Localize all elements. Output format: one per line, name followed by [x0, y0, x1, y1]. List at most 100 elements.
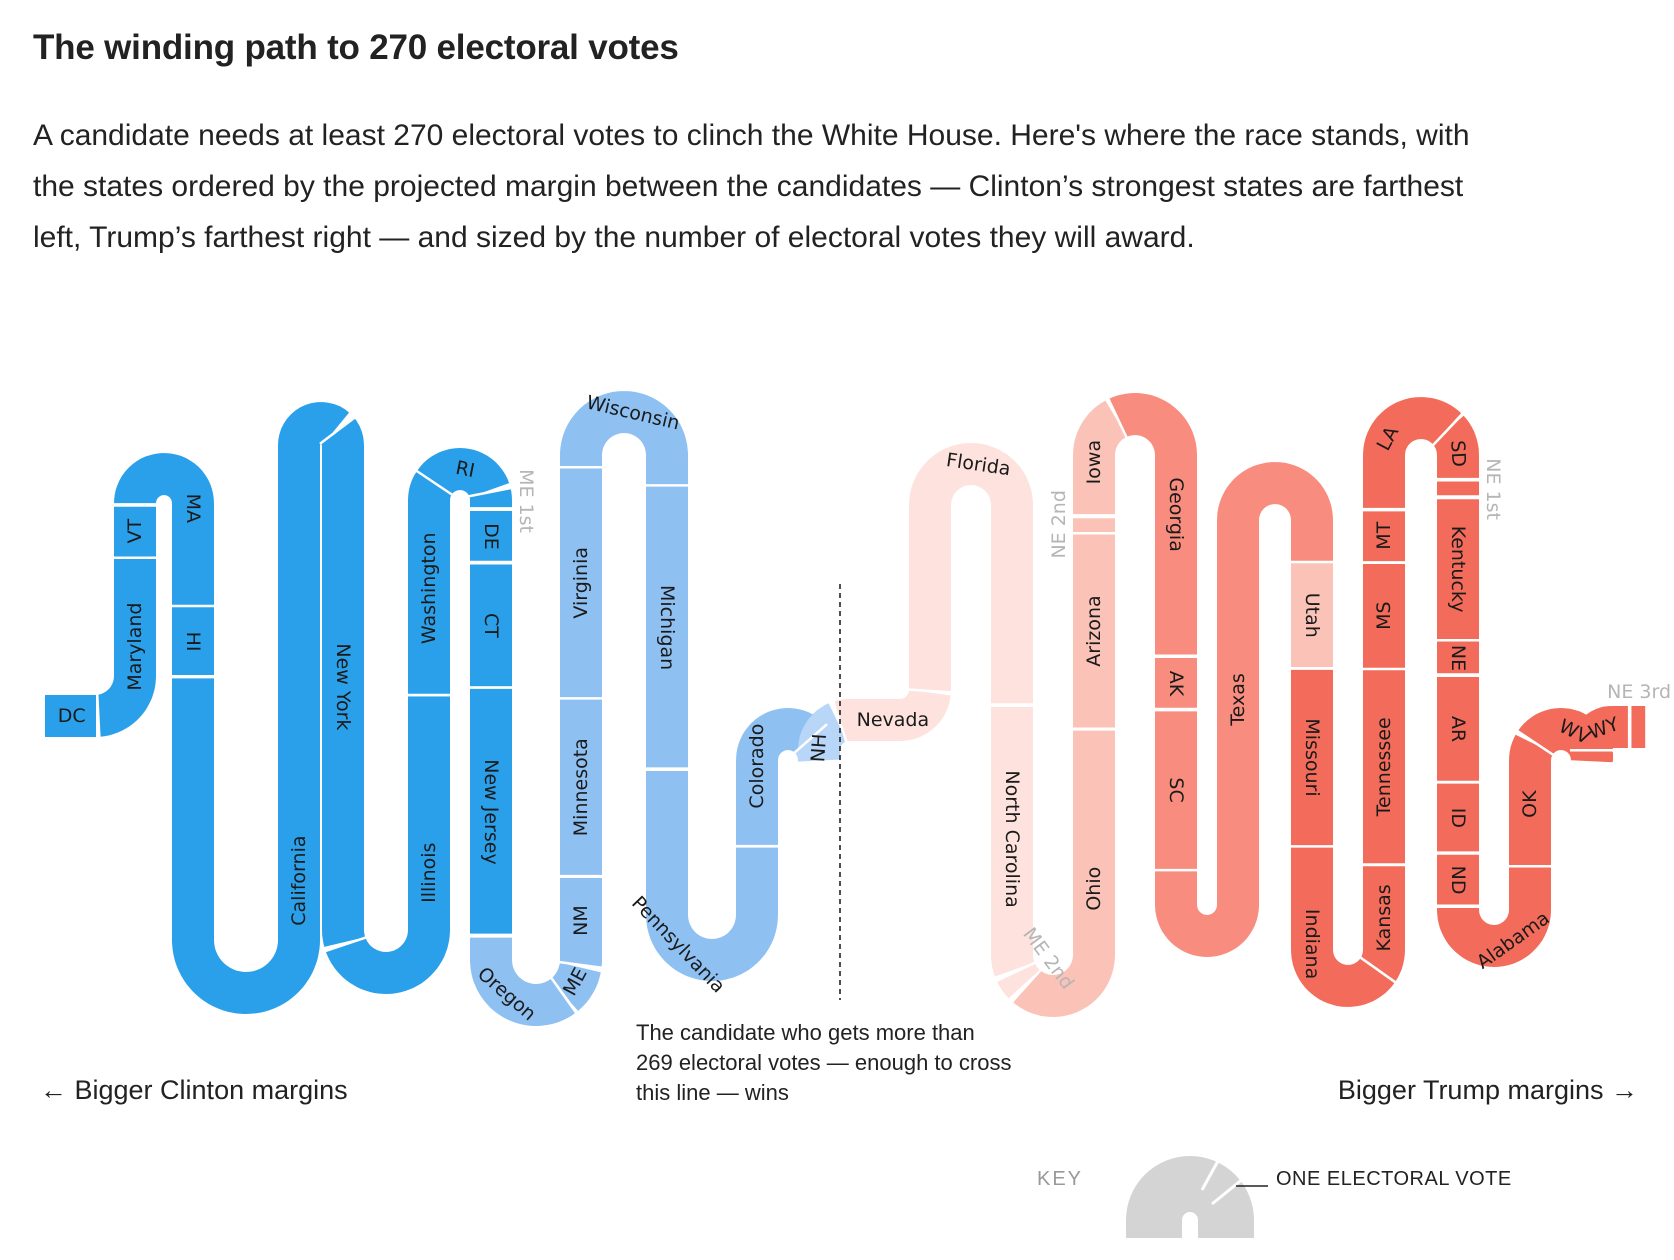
- key-title: KEY: [1037, 1168, 1084, 1190]
- threshold-note: The candidate who gets more than 269 ele…: [636, 1020, 1012, 1105]
- state-label: CT: [480, 613, 502, 638]
- state-label: New Jersey: [480, 759, 502, 864]
- state-label: Colorado: [746, 724, 768, 809]
- state-segment: [996, 962, 1040, 999]
- segment-dividers: [95, 397, 1650, 1014]
- state-label: SC: [1165, 777, 1187, 802]
- state-label: California: [288, 835, 310, 925]
- state-segment: [1073, 400, 1127, 516]
- state-label: Arizona: [1083, 595, 1105, 666]
- segment-divider: [1010, 968, 1042, 1004]
- state-label: Georgia: [1165, 477, 1187, 552]
- segment-divider: [95, 693, 101, 738]
- key-snake-icon: [1126, 1149, 1268, 1238]
- state-label: Missouri: [1301, 718, 1323, 796]
- state-segment: [172, 402, 350, 1015]
- segment-divider: [995, 961, 1037, 983]
- segment-divider: [558, 960, 603, 970]
- state-label: DE: [480, 523, 502, 550]
- state-label: Nevada: [857, 709, 930, 731]
- state-segment: [1013, 730, 1115, 1018]
- key-divider: [1211, 1176, 1245, 1206]
- state-label: Illinois: [418, 843, 440, 903]
- state-label: NH: [807, 733, 831, 763]
- segment-divider: [1359, 956, 1397, 984]
- key-arc: [1126, 1156, 1254, 1238]
- state-label: Iowa: [1083, 440, 1105, 484]
- state-label: Texas: [1227, 673, 1249, 727]
- state-segment: [1155, 462, 1333, 958]
- segment-divider: [415, 469, 454, 497]
- state-segments: [45, 391, 1646, 1026]
- state-label: ND: [1447, 866, 1469, 895]
- state-segment: [736, 707, 824, 847]
- state-segment: [1363, 397, 1462, 510]
- state-label: Virginia: [570, 547, 592, 619]
- state-segment: [794, 703, 847, 762]
- key-label: ONE ELECTORAL VOTE: [1276, 1168, 1512, 1190]
- segment-divider: [1431, 412, 1464, 447]
- segment-divider: [1516, 729, 1555, 757]
- state-label: New York: [332, 643, 354, 730]
- state-segment: [549, 962, 601, 1011]
- state-label: AK: [1165, 671, 1187, 697]
- state-label: ME 1st: [515, 469, 537, 533]
- state-segment: [834, 689, 951, 742]
- trump-margin-label: Bigger Trump margins →: [1337, 1075, 1638, 1105]
- state-label: Maryland: [124, 603, 146, 691]
- segment-divider: [549, 976, 578, 1014]
- segment-divider: [468, 486, 512, 498]
- key-divider: [1200, 1149, 1226, 1191]
- state-segment: [1518, 707, 1613, 763]
- state-label: Tennessee: [1373, 717, 1395, 817]
- state-label: Ohio: [1083, 867, 1105, 911]
- state-segment: [1437, 867, 1551, 968]
- state-segment: [114, 453, 214, 606]
- state-label: HI: [182, 632, 204, 652]
- segment-divider: [907, 688, 952, 694]
- state-segment: [417, 447, 510, 498]
- state-segment: [470, 936, 575, 1026]
- state-segment: [96, 558, 156, 737]
- state-label: NE: [1447, 645, 1469, 671]
- state-label: Kansas: [1373, 884, 1395, 951]
- state-label: AR: [1447, 716, 1469, 742]
- state-label: Michigan: [656, 585, 678, 670]
- segment-divider: [324, 936, 367, 953]
- state-segment: [1509, 734, 1554, 867]
- state-segment: [320, 417, 366, 947]
- state-label: NE 2nd: [1048, 490, 1070, 558]
- state-label: North Carolina: [1001, 770, 1023, 907]
- state-label: Indiana: [1301, 909, 1323, 979]
- state-label: DC: [58, 705, 86, 727]
- clinton-margin-label: ← Bigger Clinton margins: [40, 1075, 348, 1105]
- segment-divider: [319, 416, 356, 445]
- state-segment: [1291, 846, 1395, 1007]
- segment-divider: [1106, 397, 1128, 439]
- state-label: MS: [1373, 601, 1395, 629]
- state-segment: [325, 696, 450, 995]
- state-segment: [1431, 415, 1479, 478]
- state-label: SD: [1446, 440, 1469, 468]
- state-label: NM: [570, 905, 592, 936]
- state-label: Utah: [1301, 593, 1323, 638]
- state-label: NE 1st: [1482, 458, 1504, 520]
- state-label: Minnesota: [570, 738, 592, 836]
- state-segment: [908, 443, 1033, 704]
- state-label: Kentucky: [1447, 526, 1469, 613]
- state-label: ID: [1447, 808, 1469, 828]
- state-label: MT: [1373, 521, 1395, 549]
- chart-description: A candidate needs at least 270 electoral…: [33, 119, 1470, 254]
- state-label: NE 3rd: [1607, 681, 1671, 703]
- segment-divider: [793, 723, 828, 755]
- state-segment: [560, 391, 688, 485]
- state-segment: [1360, 866, 1405, 982]
- state-label: Washington: [418, 532, 440, 644]
- state-label: VT: [124, 518, 146, 543]
- state-label: OK: [1519, 790, 1541, 818]
- state-label: MA: [182, 494, 204, 523]
- state-label: RI: [454, 457, 477, 482]
- state-segment: [1109, 392, 1197, 655]
- state-segment: [991, 705, 1035, 977]
